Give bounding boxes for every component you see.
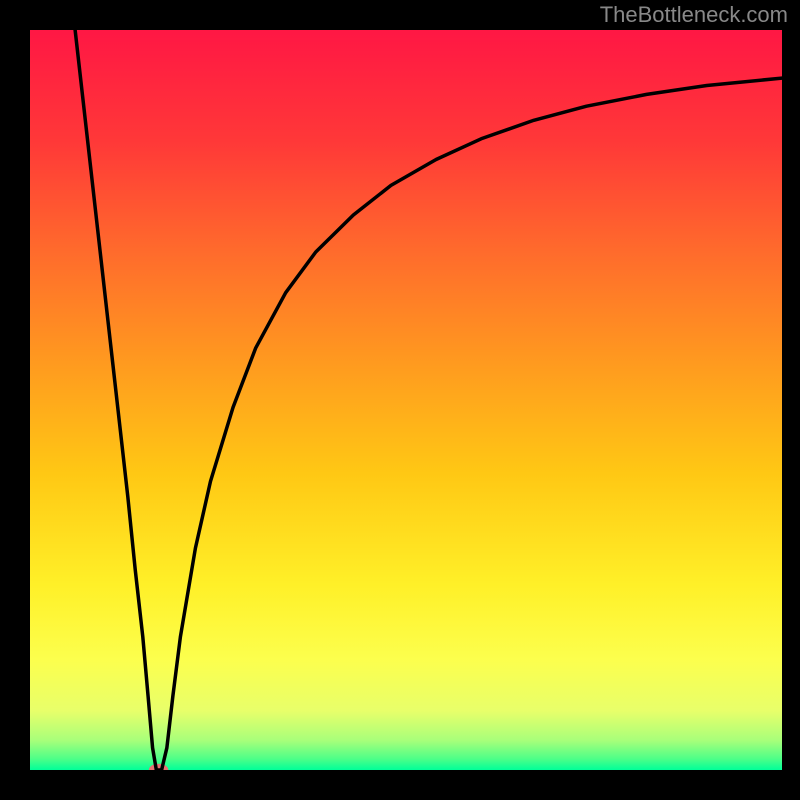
chart-svg <box>0 0 800 800</box>
bottleneck-chart: TheBottleneck.com <box>0 0 800 800</box>
chart-plot-bg <box>30 30 782 770</box>
